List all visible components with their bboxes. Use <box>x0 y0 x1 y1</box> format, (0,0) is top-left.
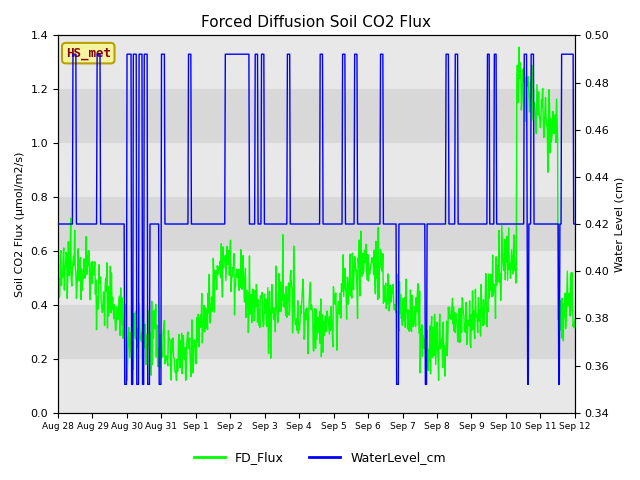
Title: Forced Diffusion Soil CO2 Flux: Forced Diffusion Soil CO2 Flux <box>202 15 431 30</box>
Y-axis label: Soil CO2 Flux (μmol/m2/s): Soil CO2 Flux (μmol/m2/s) <box>15 151 25 297</box>
Bar <box>58 143 575 197</box>
Legend: FD_Flux, WaterLevel_cm: FD_Flux, WaterLevel_cm <box>189 446 451 469</box>
Bar <box>58 251 575 305</box>
Bar <box>58 197 575 251</box>
Bar <box>58 305 575 359</box>
Y-axis label: Water Level (cm): Water Level (cm) <box>615 176 625 272</box>
Bar <box>58 359 575 413</box>
Bar <box>58 89 575 143</box>
Text: HS_met: HS_met <box>66 47 111 60</box>
Bar <box>58 36 575 89</box>
